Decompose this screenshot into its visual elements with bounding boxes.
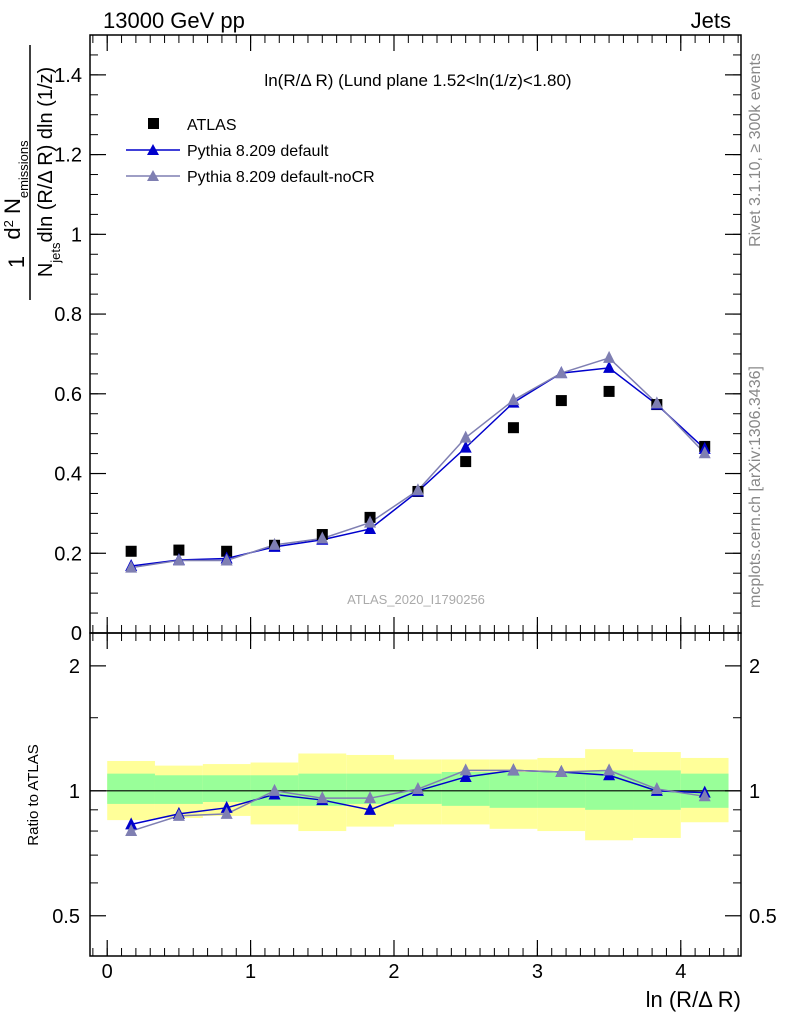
ratio-ylabel: Ratio to ATLAS — [25, 744, 42, 845]
xtick-label: 4 — [675, 961, 686, 983]
mc-point — [698, 446, 711, 459]
ratio-point — [650, 782, 663, 795]
main-ytick-label: 0 — [71, 623, 82, 645]
xtick-label: 2 — [388, 961, 399, 983]
mc-point — [411, 483, 424, 496]
legend-marker-atlas — [148, 118, 159, 129]
ratio-point — [268, 783, 281, 796]
ratio-point — [698, 789, 711, 802]
legend-label-atlas: ATLAS — [187, 117, 237, 134]
data-point-atlas — [460, 456, 472, 468]
ratio-point — [459, 769, 472, 782]
ratio-point — [172, 808, 185, 821]
main-ytick-label: 1.2 — [54, 145, 82, 167]
uncertainty-band-inner — [537, 772, 586, 808]
mc-point — [603, 350, 616, 363]
ratio-ytick-label-left: 1 — [69, 781, 80, 803]
data-point-atlas — [125, 545, 137, 557]
ratio-ytick-label-left: 2 — [69, 656, 80, 678]
mc-point — [459, 440, 472, 453]
main-ticks: 0 0.2 0.4 0.6 0.8 1 1.2 1.4 — [54, 34, 741, 645]
main-data — [125, 350, 711, 573]
legend: ATLAS Pythia 8.209 default Pythia 8.209 … — [126, 117, 375, 186]
ratio-ytick-label-right: 2 — [749, 656, 760, 678]
mc-point — [316, 531, 329, 544]
uncertainty-band-inner — [202, 775, 251, 802]
mc-point — [268, 537, 281, 550]
rivet-version-label: Rivet 3.1.10, ≥ 300k events — [747, 53, 764, 247]
ratio-point — [603, 763, 616, 776]
xtick-label: 0 — [102, 961, 113, 983]
xtick-label: 1 — [245, 961, 256, 983]
xtick-label: 3 — [532, 961, 543, 983]
ratio-point — [125, 824, 138, 837]
mc-point — [507, 393, 520, 406]
mc-point — [364, 521, 377, 534]
ratio-point — [411, 782, 424, 795]
main-ylabel: 1 d2 Nemissions Njetsdln (R/Δ R) dln (1/… — [0, 45, 63, 300]
ratio-point — [364, 791, 377, 804]
mc-point — [172, 553, 185, 566]
main-ytick-label: 0.8 — [54, 304, 82, 326]
energy-label: 13000 GeV pp — [103, 8, 245, 33]
data-point-atlas — [507, 422, 519, 434]
ylabel-denominator: Njetsdln (R/Δ R) dln (1/z) — [35, 67, 63, 277]
series-line — [131, 367, 706, 567]
ratio-point — [125, 817, 138, 830]
ratio-ticks: 0.5 0.5 1 1 2 2 0 1 2 3 4 — [52, 633, 777, 983]
mc-point — [364, 515, 377, 528]
main-panel: 0 0.2 0.4 0.6 0.8 1 1.2 1.4 ln(R/Δ R) (Lund pla… — [0, 34, 742, 645]
legend-marker-nocr — [147, 170, 159, 181]
series-line — [131, 357, 706, 569]
ratio-ytick-label-right: 0.5 — [749, 906, 777, 928]
mc-point — [603, 360, 616, 373]
data-point-atlas — [221, 545, 233, 557]
data-point-atlas — [173, 544, 185, 556]
mc-point — [650, 396, 663, 409]
ratio-panel: 0.5 0.5 1 1 2 2 0 1 2 3 4 Ratio to ATLAS ln (R/Δ R… — [25, 632, 777, 1012]
ratio-point — [555, 765, 568, 778]
ratio-data — [125, 763, 711, 837]
data-point-atlas — [603, 385, 615, 397]
uncertainty-band-inner — [107, 773, 155, 804]
ratio-point — [220, 806, 233, 819]
mc-point — [555, 366, 568, 379]
main-title: ln(R/Δ R) (Lund plane 1.52<ln(1/z)<1.80) — [264, 71, 571, 90]
ratio-point — [459, 763, 472, 776]
ylabel-numerator: d2 Nemissions — [0, 140, 31, 240]
ratio-point — [220, 800, 233, 813]
main-ytick-label: 0.4 — [54, 464, 82, 486]
ratio-ytick-label-right: 1 — [749, 781, 760, 803]
mc-point — [125, 560, 138, 573]
ylabel-one: 1 — [4, 256, 29, 268]
process-label: Jets — [691, 8, 731, 33]
ratio-point — [316, 791, 329, 804]
legend-label-nocr: Pythia 8.209 default-noCR — [187, 169, 375, 186]
ratio-point — [364, 802, 377, 815]
legend-marker-default — [147, 144, 159, 155]
uncertainty-band-inner — [154, 775, 203, 804]
legend-label-default: Pythia 8.209 default — [187, 143, 329, 160]
data-point-atlas — [555, 395, 567, 407]
ratio-ytick-label-left: 0.5 — [52, 906, 80, 928]
ratio-frame — [89, 632, 742, 957]
ratio-point — [507, 763, 520, 776]
mc-point — [220, 553, 233, 566]
main-ytick-label: 1 — [71, 224, 82, 246]
watermark: ATLAS_2020_I1790256 — [347, 592, 485, 607]
mc-point — [459, 430, 472, 443]
main-ytick-label: 1.4 — [54, 65, 82, 87]
main-ytick-label: 0.6 — [54, 384, 82, 406]
mcplots-label: mcplots.cern.ch [arXiv:1306.3436] — [747, 366, 764, 608]
x-axis-label: ln (R/Δ R) — [646, 987, 741, 1012]
main-ytick-label: 0.2 — [54, 543, 82, 565]
uncertainty-band-inner — [489, 772, 538, 808]
